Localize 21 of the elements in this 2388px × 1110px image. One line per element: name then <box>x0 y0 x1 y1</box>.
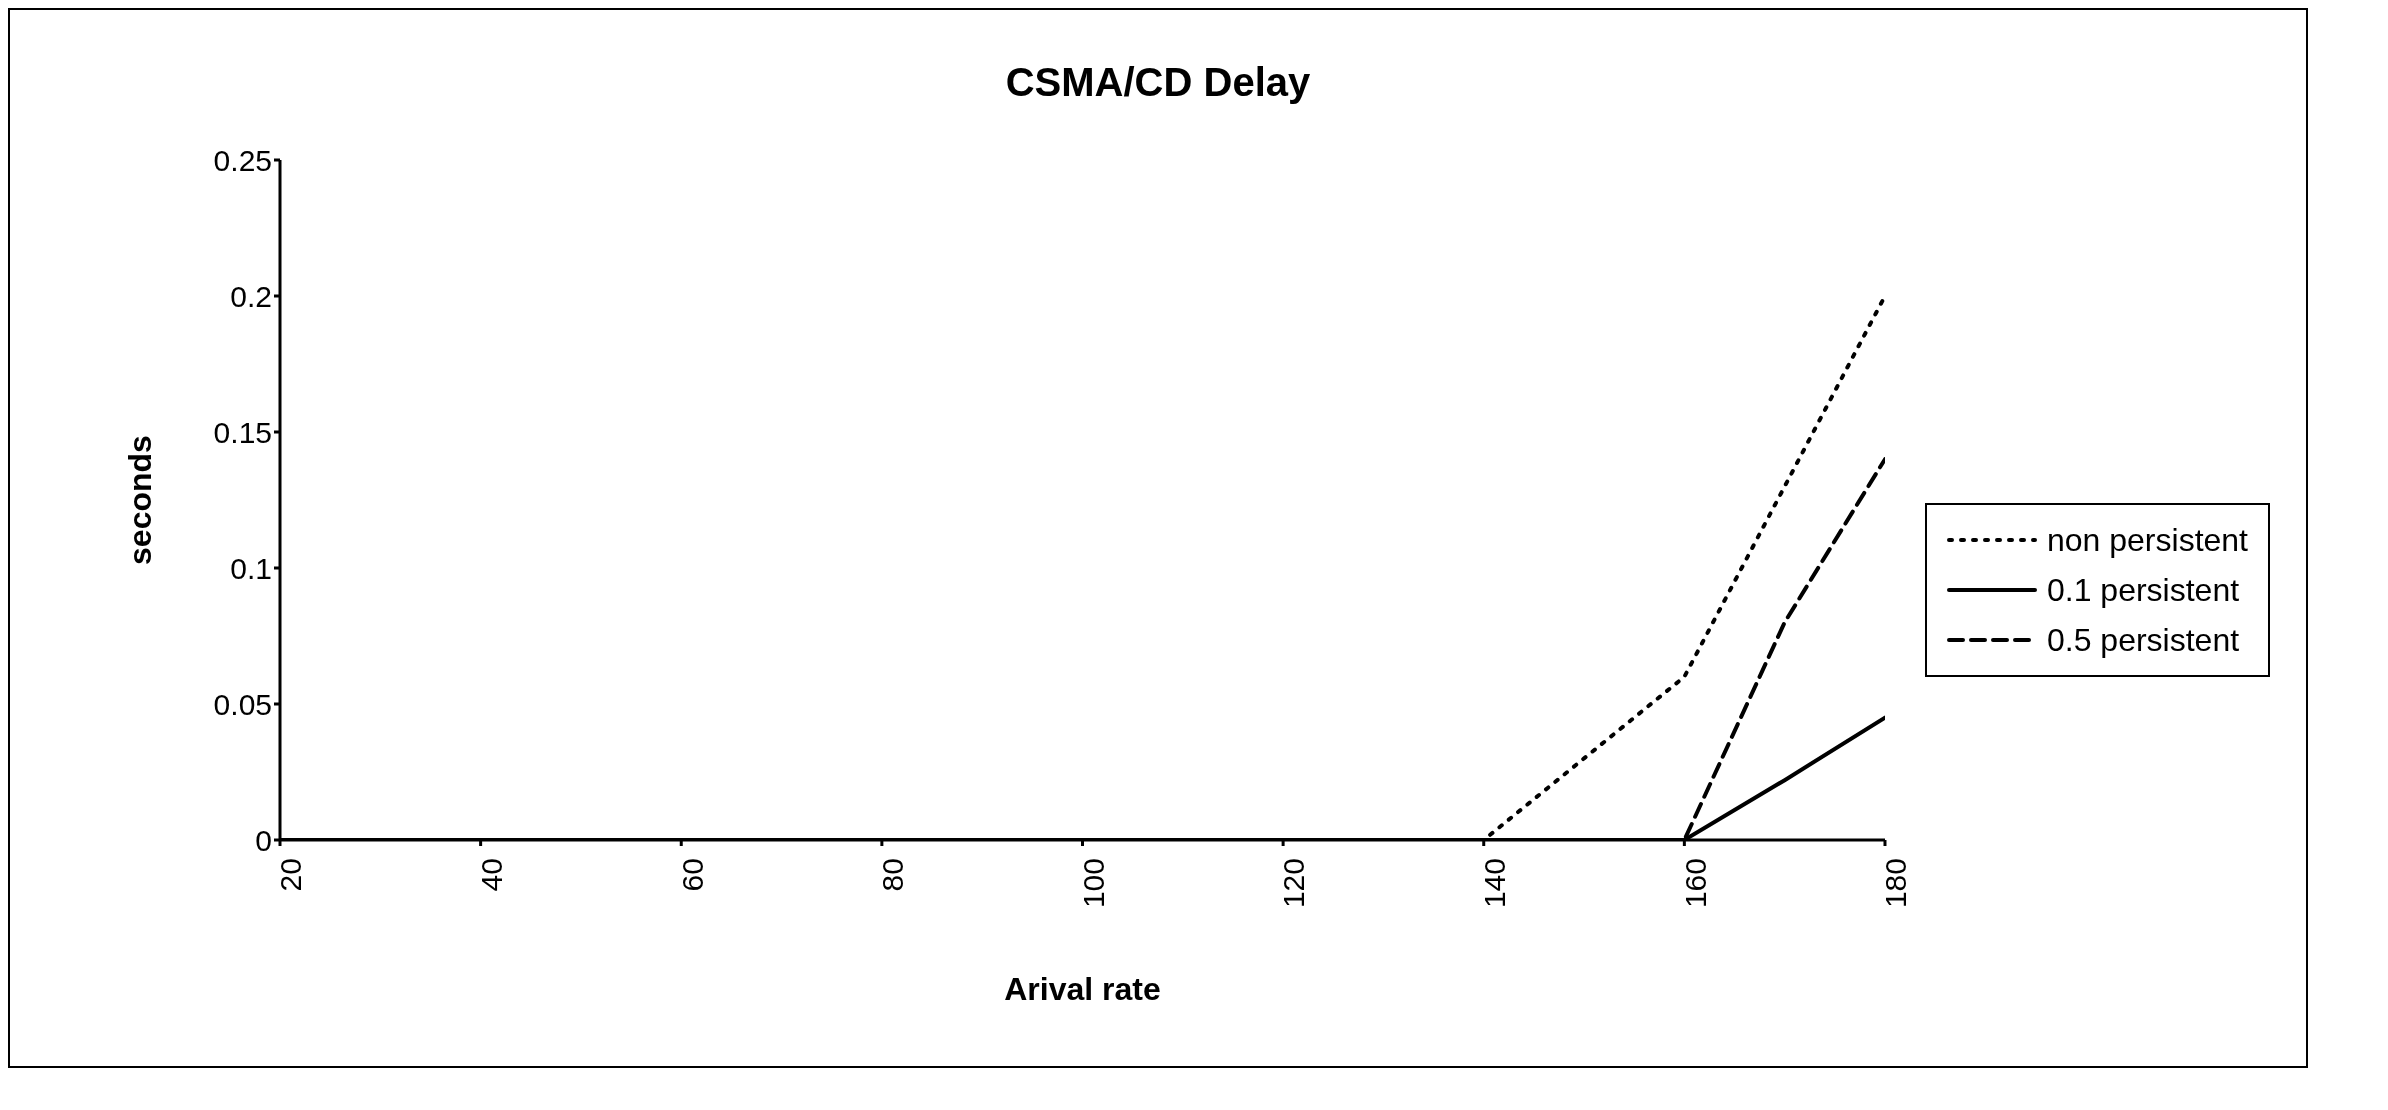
legend-label: 0.5 persistent <box>2046 621 2240 660</box>
y-tick-label: 0.05 <box>213 687 272 721</box>
y-tick-label: 0 <box>255 823 272 857</box>
chart-title: CSMA/CD Delay <box>1004 59 1312 106</box>
y-tick-label: 0.1 <box>230 551 272 585</box>
x-tick-label: 100 <box>1076 858 1110 909</box>
y-tick-label: 0.25 <box>213 143 272 177</box>
x-tick-label: 120 <box>1277 858 1311 909</box>
y-tick-label: 0.15 <box>213 415 272 449</box>
x-tick-label: 140 <box>1478 858 1512 909</box>
legend-label: 0.1 persistent <box>2046 571 2240 610</box>
x-tick-label: 60 <box>675 858 709 892</box>
x-tick-label: 20 <box>274 858 308 892</box>
y-axis-title: seconds <box>122 435 159 565</box>
x-tick-label: 180 <box>1879 858 1913 909</box>
y-tick-label: 0.2 <box>230 279 272 313</box>
x-tick-label: 160 <box>1678 858 1712 909</box>
x-tick-label: 40 <box>474 858 508 892</box>
legend-label: non persistent <box>2046 521 2248 560</box>
x-axis-title: Arival rate <box>1004 971 1161 1007</box>
x-tick-label: 80 <box>876 858 910 892</box>
